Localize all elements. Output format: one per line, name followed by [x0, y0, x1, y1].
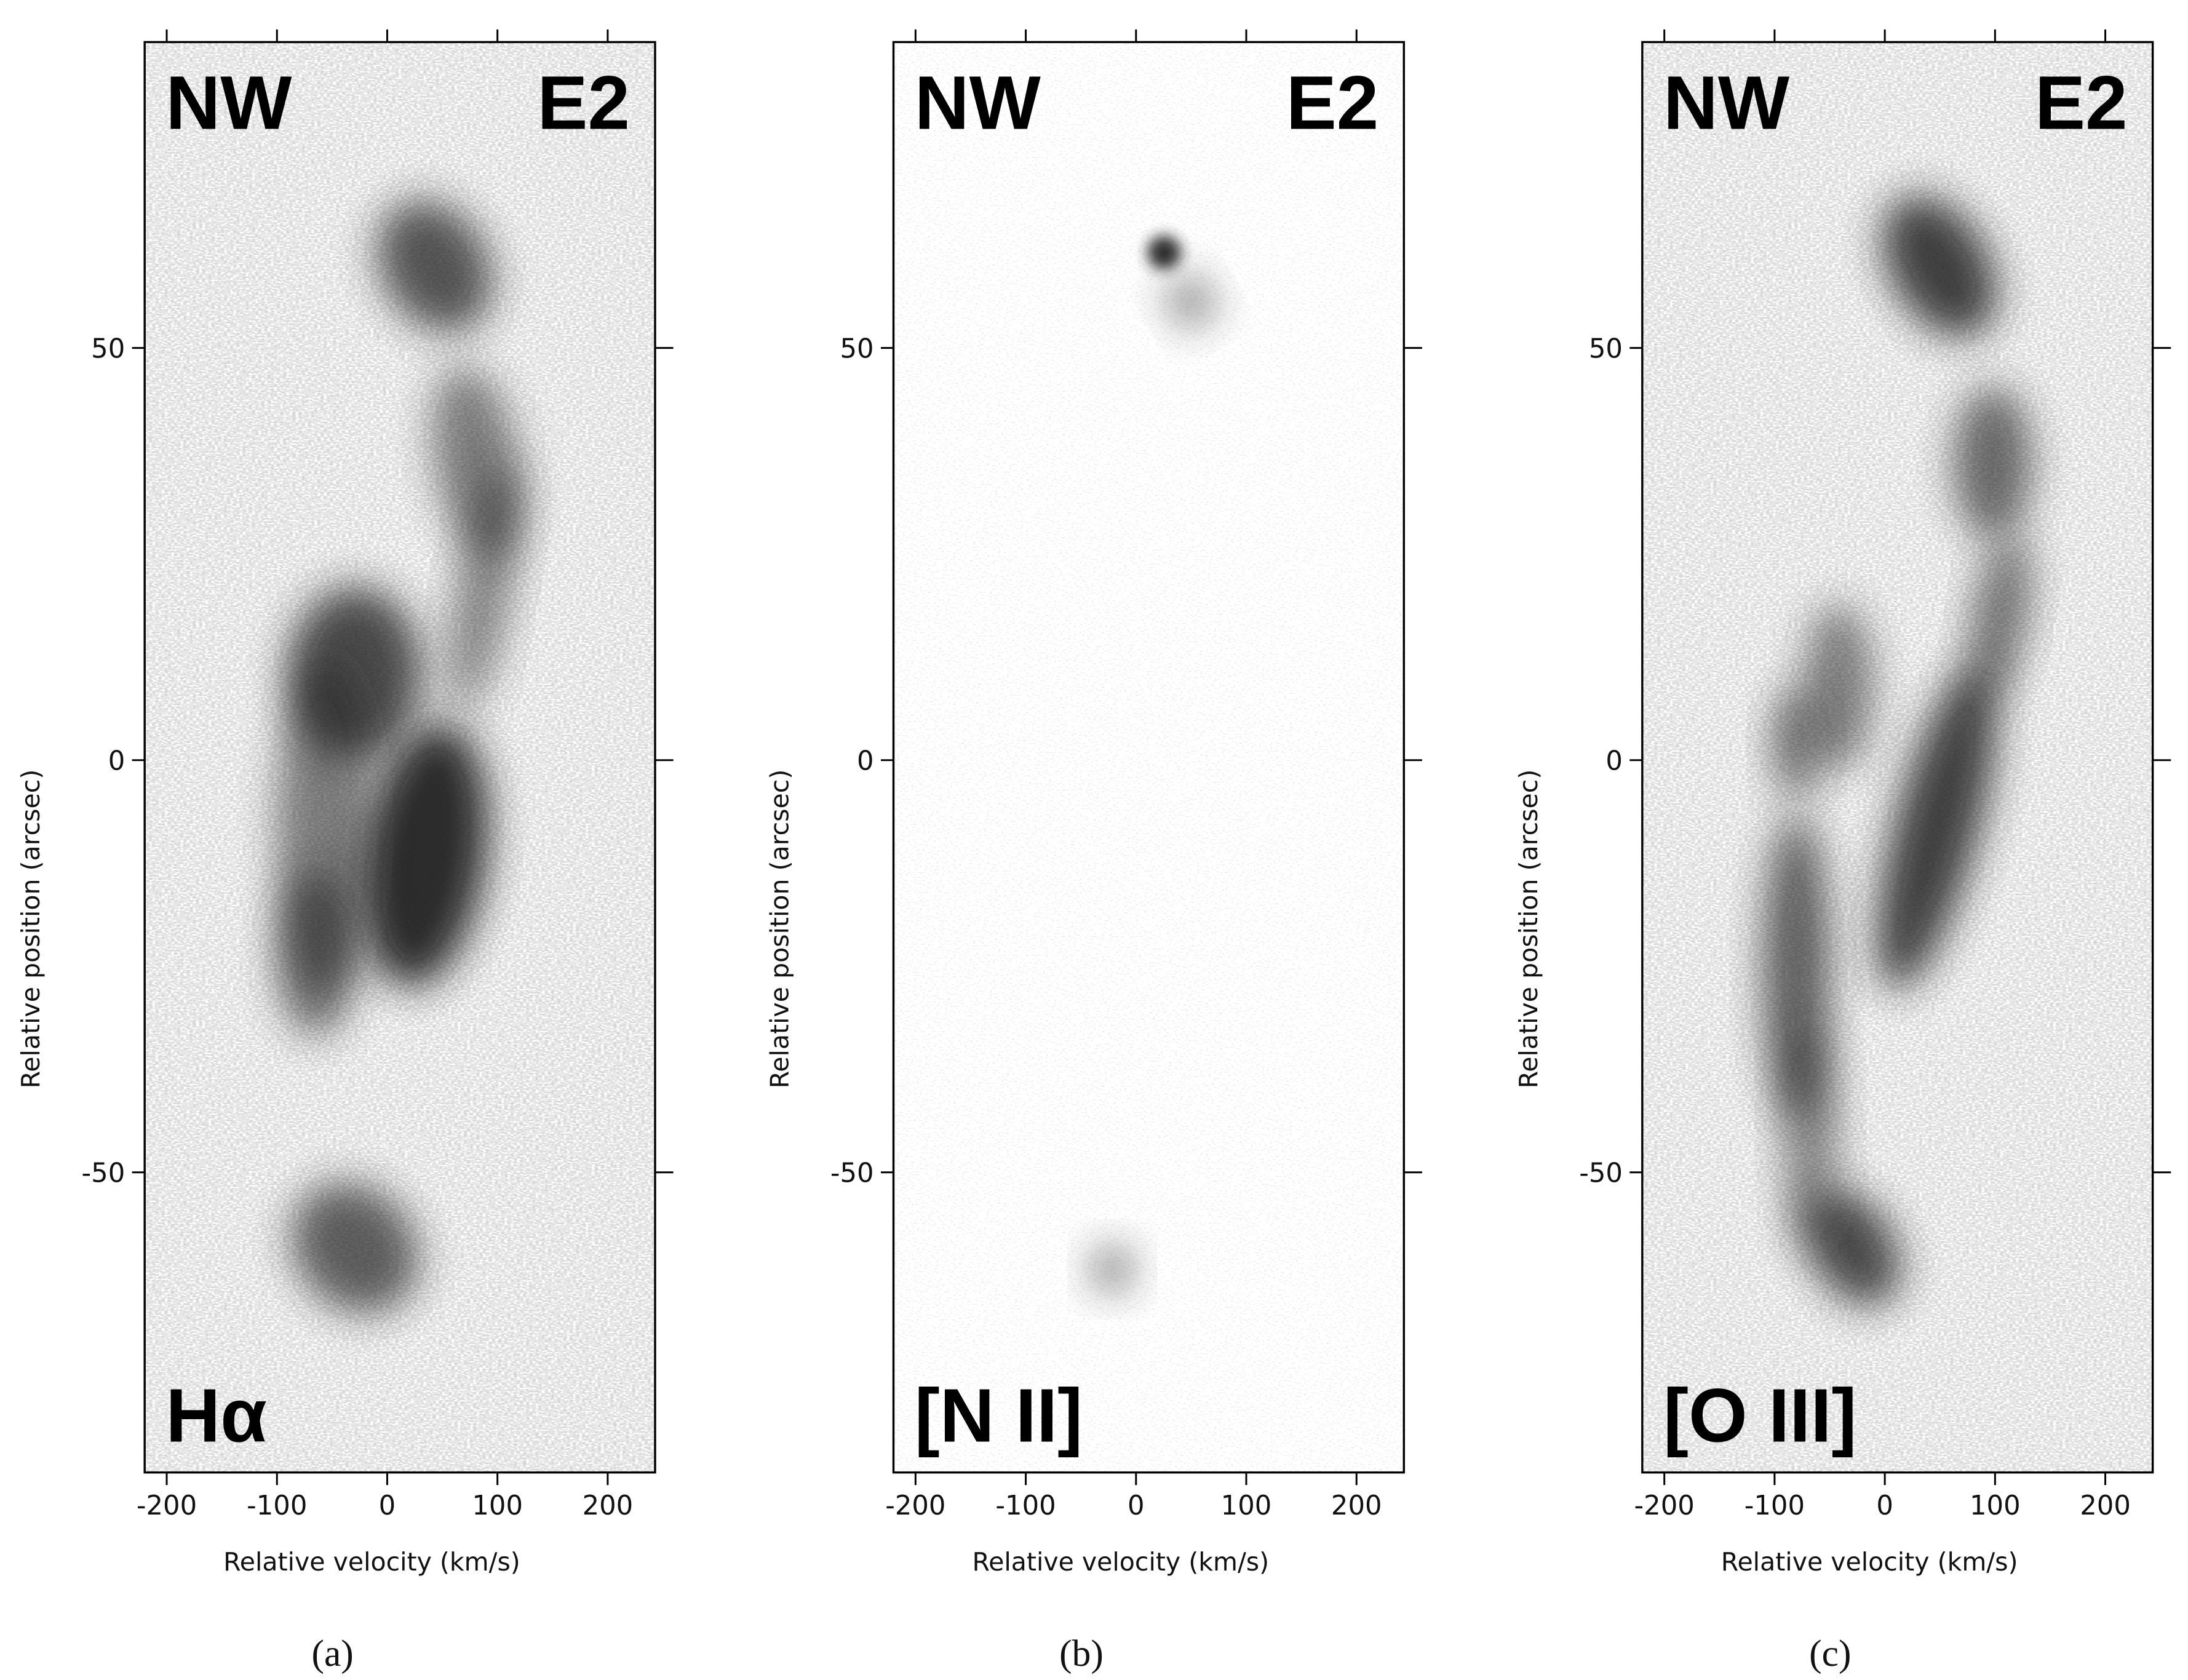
emission: [361, 723, 489, 988]
x-axis-title: Relative velocity (km/s): [1721, 1547, 2018, 1577]
image-noise: [893, 42, 1404, 1473]
annotation: E2: [537, 62, 630, 146]
x-tick-label: -100: [247, 1491, 307, 1521]
y-tick-label: -50: [830, 1158, 874, 1189]
panel-label: (b): [1059, 1633, 1104, 1674]
y-axis-title: Relative position (arcsec): [16, 770, 46, 1089]
y-tick-label: 0: [857, 746, 874, 777]
emission: [1147, 235, 1181, 269]
y-axis-title: Relative position (arcsec): [1514, 770, 1543, 1089]
annotation: NW: [165, 62, 292, 146]
y-tick-label: 50: [840, 334, 874, 365]
emission: [1164, 274, 1217, 329]
emission: [1089, 1244, 1135, 1295]
plot-frame: [143, 41, 656, 1474]
x-tick-label: 0: [1128, 1491, 1145, 1521]
image: [1642, 42, 2153, 1473]
image: [893, 42, 1404, 1473]
x-tick-label: 0: [379, 1491, 396, 1521]
x-tick-label: -100: [1744, 1491, 1805, 1521]
annotation: [N II]: [915, 1374, 1083, 1458]
annotation: NW: [915, 62, 1041, 146]
x-tick-label: 0: [1876, 1491, 1893, 1521]
annotation: NW: [1663, 62, 1790, 146]
x-axis-title: Relative velocity (km/s): [972, 1547, 1269, 1577]
x-tick-label: -200: [885, 1491, 945, 1521]
emission: [1877, 664, 1997, 990]
annotation: E2: [1286, 62, 1379, 146]
panel: -200 -100 0 100 200 -50 0 50 Relative velocity (…: [765, 29, 1422, 1674]
x-tick-label: 200: [2080, 1491, 2131, 1521]
x-tick-label: 200: [1331, 1491, 1382, 1521]
emission: [1953, 385, 2032, 540]
image: [145, 42, 655, 1473]
emission: [448, 464, 520, 714]
annotation: E2: [2035, 62, 2128, 146]
panel-label: (a): [312, 1633, 354, 1674]
emission: [276, 869, 356, 1038]
plot-frame: [892, 41, 1406, 1474]
emission: [1968, 534, 2031, 700]
emission: [1782, 1024, 1839, 1248]
x-axis-title: Relative velocity (km/s): [223, 1547, 520, 1577]
panel-label: (c): [1809, 1633, 1851, 1674]
plot-frame: [1641, 41, 2154, 1474]
x-tick-label: -200: [1634, 1491, 1695, 1521]
annotation: Hα: [165, 1374, 267, 1458]
y-tick-label: 0: [1605, 746, 1623, 777]
y-tick-label: -50: [82, 1158, 125, 1189]
y-axis-title: Relative position (arcsec): [765, 770, 795, 1089]
y-tick-label: 0: [108, 746, 125, 777]
x-tick-label: -100: [995, 1491, 1056, 1521]
y-tick-label: 50: [91, 334, 125, 365]
x-tick-label: 200: [583, 1491, 634, 1521]
panel: -200 -100 0 100 200 -50 0 50 Relative velocity (…: [1514, 29, 2171, 1674]
emission: [376, 200, 493, 333]
annotation: [O III]: [1663, 1374, 1857, 1458]
x-tick-label: 100: [1970, 1491, 2021, 1521]
emission: [291, 1182, 419, 1314]
x-tick-label: -200: [137, 1491, 197, 1521]
panel: -200 -100 0 100 200 -50 0 50 Relative velocity (…: [16, 29, 674, 1674]
x-tick-label: 100: [472, 1491, 523, 1521]
emission: [1803, 603, 1874, 771]
emission: [1771, 687, 1822, 800]
y-tick-label: 50: [1589, 334, 1623, 365]
y-tick-label: -50: [1579, 1158, 1623, 1189]
x-tick-label: 100: [1221, 1491, 1272, 1521]
emission: [1882, 195, 1997, 338]
